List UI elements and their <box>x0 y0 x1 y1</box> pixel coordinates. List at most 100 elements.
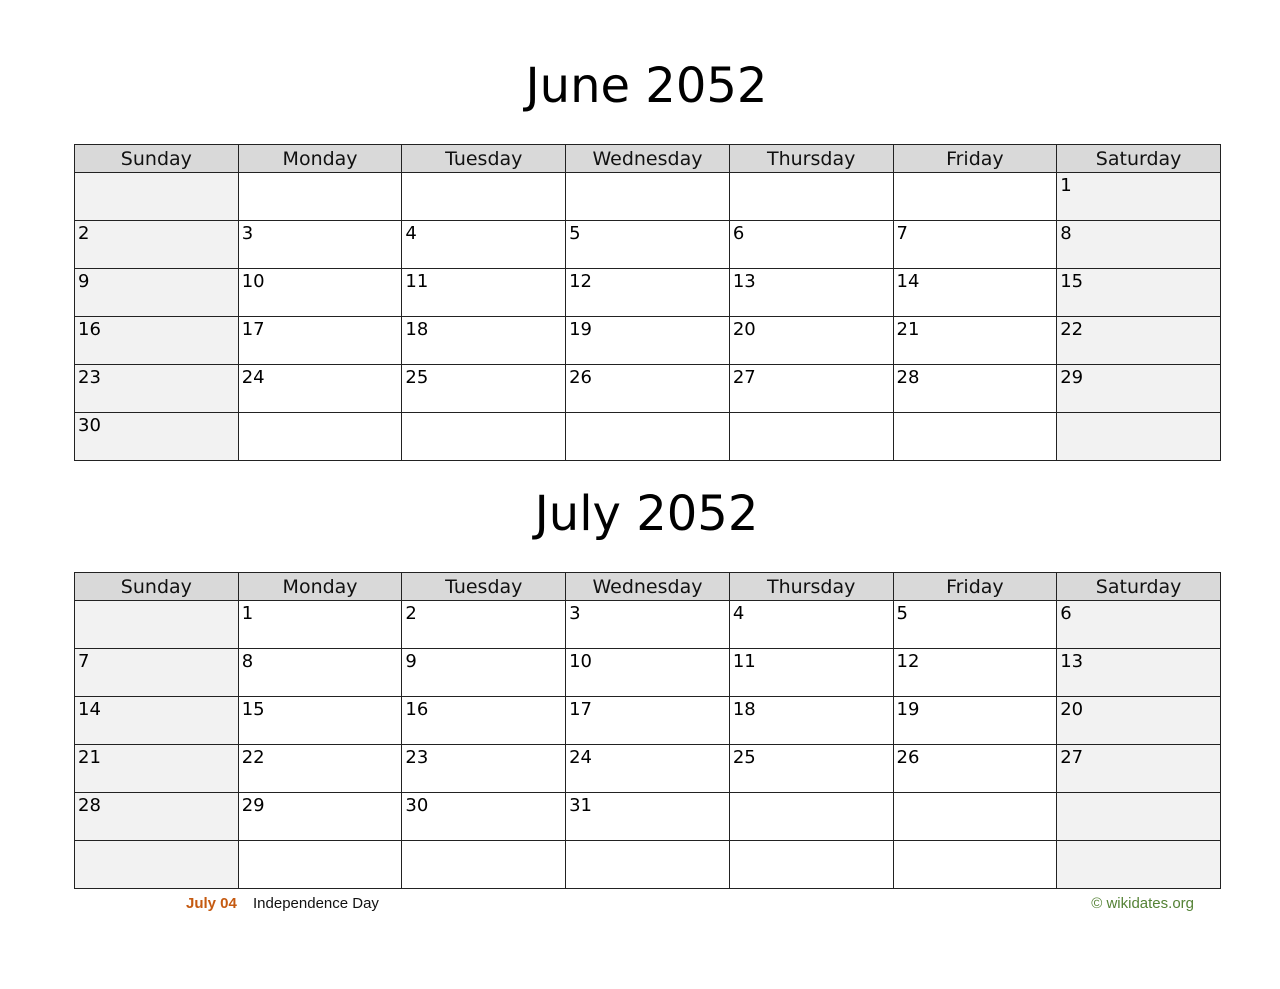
day-cell[interactable] <box>565 840 730 889</box>
day-cell[interactable]: 24 <box>565 744 730 793</box>
day-cell[interactable]: 22 <box>237 744 403 793</box>
holiday-name: Independence Day <box>253 895 379 912</box>
weekday-header: Tuesday <box>401 144 567 173</box>
day-cell[interactable]: 30 <box>401 792 567 841</box>
day-cell[interactable]: 27 <box>1056 744 1221 793</box>
day-cell[interactable] <box>565 412 730 461</box>
day-cell[interactable]: 30 <box>74 412 239 461</box>
day-cell[interactable] <box>892 792 1058 841</box>
day-cell[interactable]: 21 <box>892 316 1058 365</box>
day-cell[interactable]: 22 <box>1056 316 1221 365</box>
day-cell[interactable] <box>728 412 894 461</box>
day-cell[interactable]: 7 <box>74 648 239 697</box>
day-cell[interactable]: 2 <box>74 220 239 269</box>
day-cell[interactable] <box>74 840 239 889</box>
day-cell[interactable]: 3 <box>237 220 403 269</box>
day-cell[interactable]: 7 <box>892 220 1058 269</box>
day-cell[interactable]: 4 <box>401 220 567 269</box>
day-cell[interactable]: 25 <box>401 364 567 413</box>
day-cell[interactable]: 20 <box>728 316 894 365</box>
day-cell[interactable]: 17 <box>565 696 730 745</box>
day-cell[interactable]: 24 <box>237 364 403 413</box>
day-cell[interactable]: 18 <box>728 696 894 745</box>
day-cell[interactable] <box>401 412 567 461</box>
day-cell[interactable]: 26 <box>565 364 730 413</box>
day-cell[interactable] <box>237 840 403 889</box>
day-cell[interactable] <box>1056 412 1221 461</box>
day-cell[interactable]: 5 <box>892 600 1058 649</box>
day-cell[interactable]: 11 <box>401 268 567 317</box>
day-cell[interactable]: 28 <box>892 364 1058 413</box>
day-cell[interactable]: 13 <box>1056 648 1221 697</box>
day-cell[interactable] <box>892 172 1058 221</box>
day-cell[interactable]: 15 <box>237 696 403 745</box>
day-cell[interactable]: 3 <box>565 600 730 649</box>
week-row <box>74 840 1221 889</box>
weekday-header: Monday <box>237 144 403 173</box>
day-cell[interactable] <box>74 600 239 649</box>
day-cell[interactable]: 9 <box>401 648 567 697</box>
day-cell[interactable]: 8 <box>1056 220 1221 269</box>
day-cell[interactable] <box>892 412 1058 461</box>
day-cell[interactable] <box>892 840 1058 889</box>
week-row: 7 8 9 10 11 12 13 <box>74 648 1221 697</box>
day-cell[interactable]: 19 <box>892 696 1058 745</box>
weekday-header: Sunday <box>74 144 239 173</box>
day-cell[interactable]: 19 <box>565 316 730 365</box>
day-cell[interactable]: 6 <box>1056 600 1221 649</box>
day-cell[interactable]: 15 <box>1056 268 1221 317</box>
day-cell[interactable] <box>565 172 730 221</box>
day-cell[interactable]: 16 <box>401 696 567 745</box>
day-cell[interactable]: 25 <box>728 744 894 793</box>
day-cell[interactable] <box>74 172 239 221</box>
day-cell[interactable]: 9 <box>74 268 239 317</box>
day-cell[interactable]: 14 <box>74 696 239 745</box>
day-cell[interactable] <box>401 172 567 221</box>
day-cell[interactable] <box>1056 792 1221 841</box>
day-cell[interactable]: 31 <box>565 792 730 841</box>
day-cell[interactable] <box>401 840 567 889</box>
day-cell[interactable]: 27 <box>728 364 894 413</box>
day-cell[interactable]: 13 <box>728 268 894 317</box>
day-cell[interactable]: 12 <box>892 648 1058 697</box>
week-row: 28 29 30 31 <box>74 792 1221 841</box>
day-cell[interactable] <box>728 792 894 841</box>
day-cell[interactable]: 10 <box>237 268 403 317</box>
day-cell[interactable]: 11 <box>728 648 894 697</box>
day-cell[interactable]: 1 <box>237 600 403 649</box>
day-cell[interactable] <box>237 172 403 221</box>
day-cell[interactable] <box>728 172 894 221</box>
day-cell[interactable]: 21 <box>74 744 239 793</box>
day-cell[interactable]: 14 <box>892 268 1058 317</box>
day-cell[interactable]: 6 <box>728 220 894 269</box>
day-cell[interactable]: 1 <box>1056 172 1221 221</box>
day-cell[interactable]: 29 <box>237 792 403 841</box>
weekday-header: Thursday <box>728 144 894 173</box>
day-cell[interactable]: 18 <box>401 316 567 365</box>
day-cell[interactable]: 20 <box>1056 696 1221 745</box>
weekday-header: Friday <box>892 572 1058 601</box>
credit-link[interactable]: © wikidates.org <box>1091 895 1194 912</box>
week-row: 16 17 18 19 20 21 22 <box>74 316 1221 365</box>
day-cell[interactable]: 29 <box>1056 364 1221 413</box>
day-cell[interactable]: 23 <box>401 744 567 793</box>
day-cell[interactable] <box>1056 840 1221 889</box>
week-row: 9 10 11 12 13 14 15 <box>74 268 1221 317</box>
day-cell[interactable]: 28 <box>74 792 239 841</box>
day-cell[interactable]: 12 <box>565 268 730 317</box>
weekday-header: Saturday <box>1056 144 1221 173</box>
day-cell[interactable] <box>728 840 894 889</box>
month-title-july: July 2052 <box>534 486 759 542</box>
day-cell[interactable]: 26 <box>892 744 1058 793</box>
day-cell[interactable] <box>237 412 403 461</box>
day-cell[interactable]: 8 <box>237 648 403 697</box>
day-cell[interactable]: 17 <box>237 316 403 365</box>
day-cell[interactable]: 23 <box>74 364 239 413</box>
day-cell[interactable]: 2 <box>401 600 567 649</box>
day-cell[interactable]: 16 <box>74 316 239 365</box>
day-cell[interactable]: 5 <box>565 220 730 269</box>
day-cell[interactable]: 10 <box>565 648 730 697</box>
day-cell[interactable]: 4 <box>728 600 894 649</box>
